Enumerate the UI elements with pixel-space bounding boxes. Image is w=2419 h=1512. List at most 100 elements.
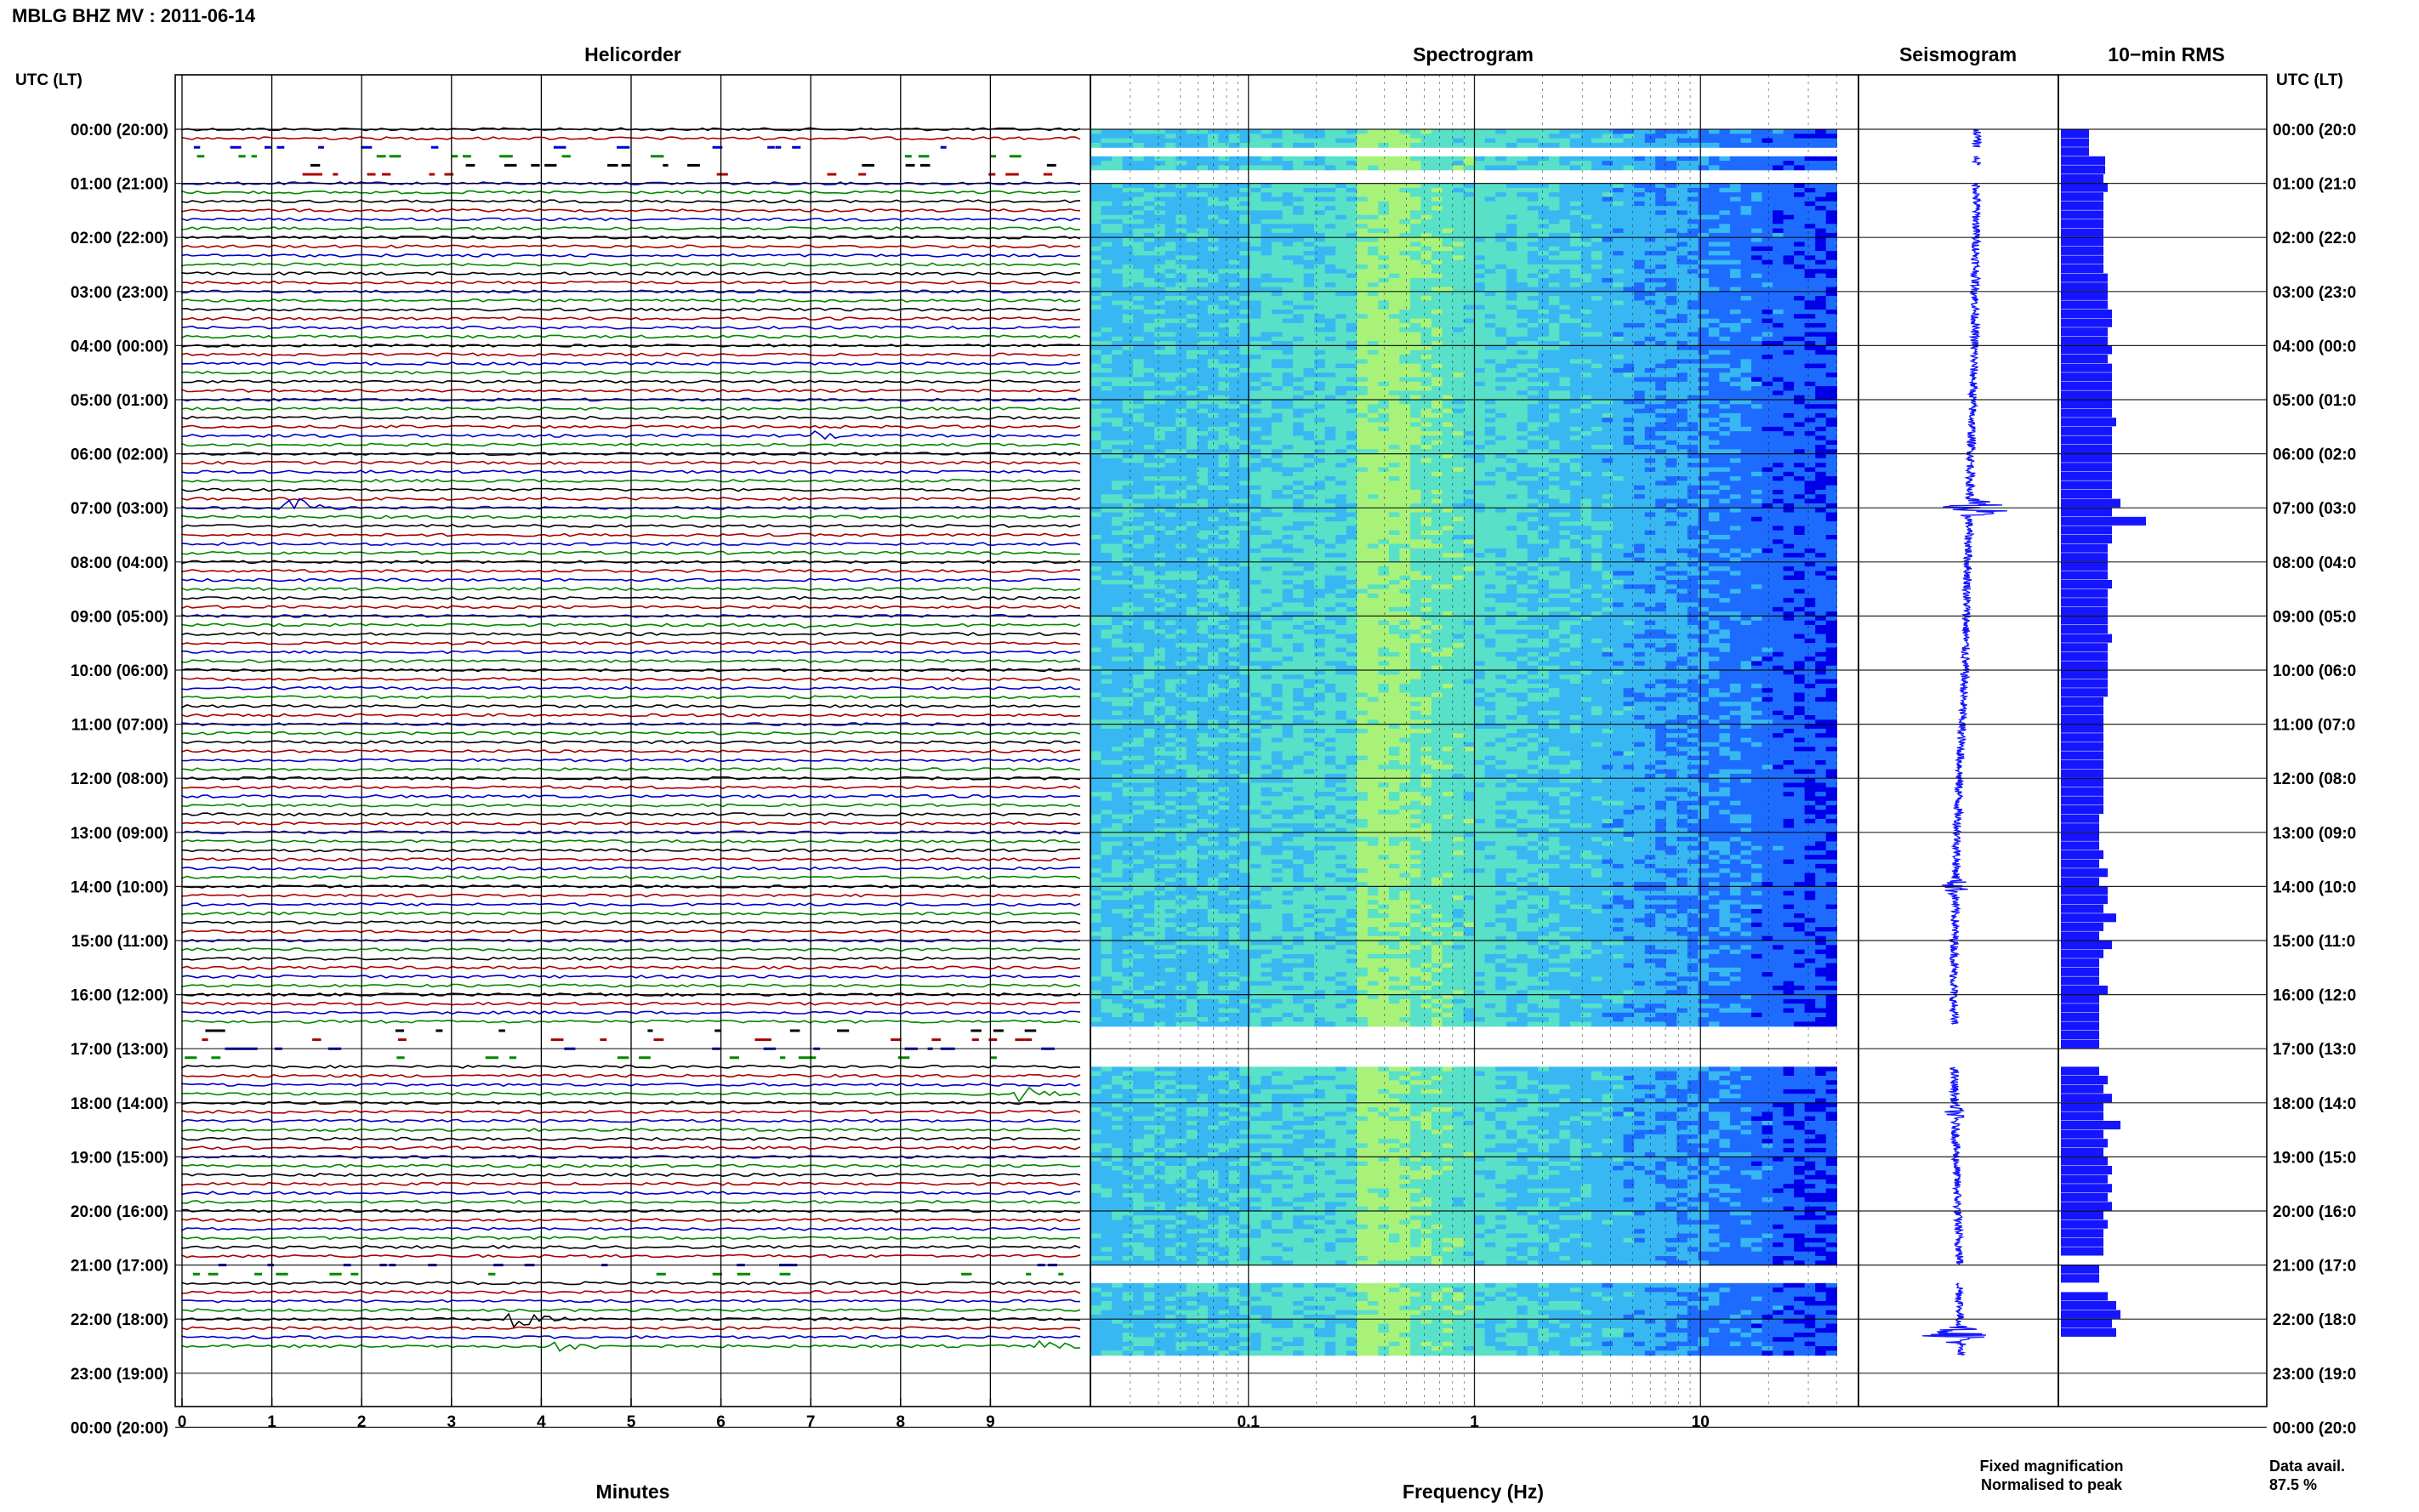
spectrogram-cell <box>1293 296 1304 301</box>
spectrogram-cell <box>1154 345 1165 350</box>
spectrogram-cell <box>1709 219 1720 225</box>
spectrogram-cell <box>1187 165 1198 170</box>
spectrogram-cell <box>1655 292 1666 297</box>
spectrogram-cell <box>1410 327 1421 333</box>
spectrogram-cell <box>1453 165 1464 170</box>
spectrogram-cell <box>1368 378 1379 383</box>
spectrogram-cell <box>1197 400 1208 405</box>
spectrogram-cell <box>1549 197 1560 202</box>
spectrogram-cell <box>1709 418 1720 423</box>
spectrogram-cell <box>1688 255 1699 260</box>
spectrogram-cell <box>1272 139 1283 144</box>
spectrogram-cell <box>1666 458 1677 463</box>
spectrogram-cell <box>1261 188 1272 193</box>
spectrogram-cell <box>1645 192 1656 197</box>
spectrogram-cell <box>1229 264 1240 270</box>
spectrogram-cell <box>1549 129 1560 134</box>
spectrogram-cell <box>1549 418 1560 423</box>
spectrogram-cell <box>1826 386 1837 391</box>
spectrogram-cell <box>1730 418 1741 423</box>
spectrogram-cell <box>1602 260 1614 265</box>
spectrogram-cell <box>1730 409 1741 414</box>
spectrogram-cell <box>1112 215 1123 220</box>
spectrogram-cell <box>1655 156 1666 162</box>
spectrogram-cell <box>1794 161 1805 166</box>
spectrogram-cell <box>1698 333 1709 338</box>
spectrogram-cell <box>1187 310 1198 315</box>
spectrogram-cell <box>1602 418 1614 423</box>
spectrogram-cell <box>1453 242 1464 247</box>
spectrogram-cell <box>1154 300 1165 305</box>
spectrogram-cell <box>1591 390 1602 395</box>
spectrogram-cell <box>1283 278 1294 283</box>
spectrogram-cell <box>1709 319 1720 324</box>
spectrogram-cell <box>1613 409 1624 414</box>
spectrogram-cell <box>1304 192 1315 197</box>
spectrogram-cell <box>1304 327 1315 333</box>
spectrogram-cell <box>1368 314 1379 319</box>
spectrogram-cell <box>1528 386 1539 391</box>
spectrogram-cell <box>1090 305 1101 310</box>
spectrogram-cell <box>1688 229 1699 234</box>
spectrogram-cell <box>1709 323 1720 328</box>
spectrogram-cell <box>1613 368 1624 373</box>
spectrogram-cell <box>1357 247 1368 252</box>
spectrogram-cell <box>1410 282 1421 287</box>
spectrogram-cell <box>1218 269 1229 274</box>
seismogram-title: Seismogram <box>1899 43 2017 65</box>
spectrogram-cell <box>1453 305 1464 310</box>
spectrogram-cell <box>1773 229 1784 234</box>
spectrogram-cell <box>1794 350 1805 355</box>
spectrogram-cell <box>1751 454 1762 459</box>
spectrogram-cell <box>1283 441 1294 446</box>
spectrogram-cell <box>1346 134 1357 139</box>
spectrogram-cell <box>1794 188 1805 193</box>
spectrogram-cell <box>1133 337 1144 342</box>
spectrogram-cell <box>1187 242 1198 247</box>
spectrogram-cell <box>1741 165 1752 170</box>
spectrogram-cell <box>1549 188 1560 193</box>
spectrogram-cell <box>1443 327 1454 333</box>
spectrogram-cell <box>1826 134 1837 139</box>
spectrogram-cell <box>1090 378 1101 383</box>
spectrogram-cell <box>1709 382 1720 387</box>
spectrogram-cell <box>1538 156 1549 162</box>
spectrogram-cell <box>1123 314 1134 319</box>
spectrogram-cell <box>1261 333 1272 338</box>
spectrogram-cell <box>1250 418 1261 423</box>
spectrogram-cell <box>1272 445 1283 450</box>
spectrogram-cell <box>1175 129 1187 134</box>
spectrogram-cell <box>1314 134 1325 139</box>
spectrogram-cell <box>1741 314 1752 319</box>
spectrogram-cell <box>1187 260 1198 265</box>
spectrogram-cell <box>1229 413 1240 418</box>
spectrogram-cell <box>1261 404 1272 409</box>
spectrogram-cell <box>1453 350 1464 355</box>
spectrogram-cell <box>1144 184 1155 189</box>
spectrogram-cell <box>1794 255 1805 260</box>
spectrogram-cell <box>1368 404 1379 409</box>
spectrogram-cell <box>1314 215 1325 220</box>
spectrogram-cell <box>1613 386 1624 391</box>
spectrogram-cell <box>1368 355 1379 360</box>
spectrogram-cell <box>1730 404 1741 409</box>
spectrogram-cell <box>1421 229 1432 234</box>
spectrogram-cell <box>1304 359 1315 364</box>
spectrogram-cell <box>1815 255 1826 260</box>
spectrogram-cell <box>1133 264 1144 270</box>
spectrogram-cell <box>1272 264 1283 270</box>
spectrogram-cell <box>1655 260 1666 265</box>
spectrogram-cell <box>1187 202 1198 207</box>
spectrogram-cell <box>1485 202 1496 207</box>
spectrogram-cell <box>1133 378 1144 383</box>
spectrogram-cell <box>1368 184 1379 189</box>
spectrogram-cell <box>1666 134 1677 139</box>
spectrogram-cell <box>1239 224 1250 229</box>
spectrogram-cell <box>1239 323 1250 328</box>
spectrogram-cell <box>1357 165 1368 170</box>
spectrogram-cell <box>1133 413 1144 418</box>
spectrogram-cell <box>1101 184 1113 189</box>
spectrogram-cell <box>1613 188 1624 193</box>
spectrogram-cell <box>1709 409 1720 414</box>
spectrogram-cell <box>1730 400 1741 405</box>
